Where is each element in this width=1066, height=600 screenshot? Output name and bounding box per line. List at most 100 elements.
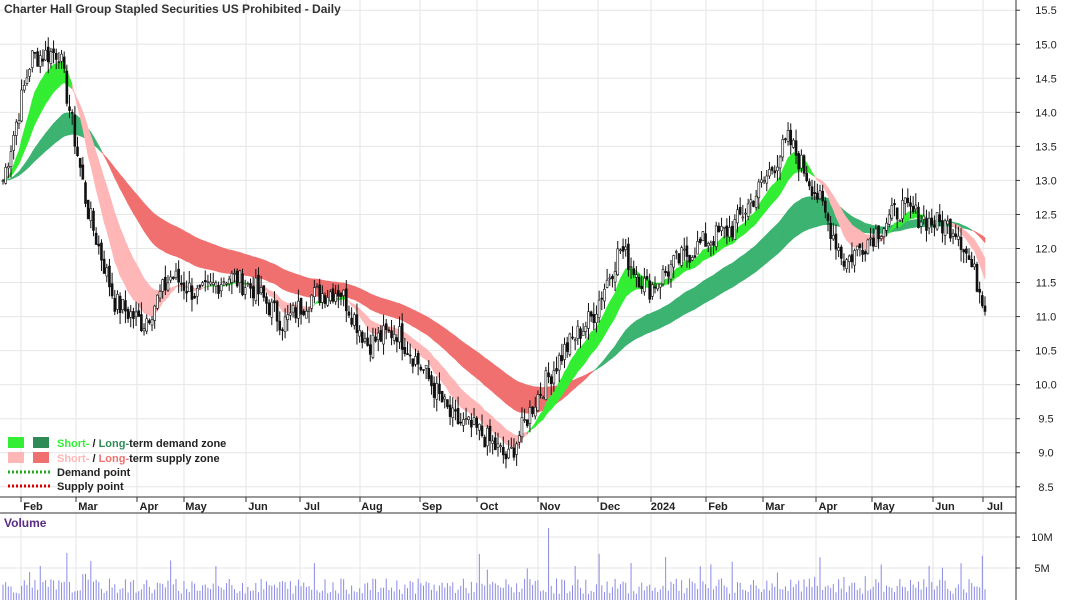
candle-body xyxy=(752,200,755,207)
long-term-supply-zone xyxy=(226,248,230,274)
long-term-supply-zone xyxy=(481,354,485,387)
short-term-supply-zone xyxy=(423,346,427,360)
candle-body xyxy=(858,243,862,248)
long-term-demand-zone xyxy=(636,318,640,340)
short-term-supply-zone xyxy=(431,353,435,373)
legend-sep-text: / xyxy=(89,453,98,465)
long-term-supply-zone xyxy=(199,238,203,269)
legend-swatch-long xyxy=(33,437,49,448)
candle-body xyxy=(709,242,713,246)
short-term-supply-zone xyxy=(447,371,451,395)
long-term-demand-zone xyxy=(614,340,619,357)
candle-body xyxy=(850,254,854,263)
long-term-demand-zone xyxy=(777,220,781,255)
candle-body xyxy=(693,255,697,258)
short-term-supply-zone xyxy=(982,253,986,280)
long-term-supply-zone xyxy=(117,170,121,189)
y-tick-label: 12.0 xyxy=(1035,244,1056,256)
long-term-supply-zone xyxy=(196,237,201,268)
long-term-supply-zone xyxy=(500,368,504,402)
short-term-supply-zone xyxy=(441,365,446,386)
long-term-demand-zone xyxy=(787,206,792,244)
long-term-supply-zone xyxy=(212,243,217,272)
short-term-demand-zone xyxy=(753,209,757,227)
candle-body xyxy=(126,309,130,319)
long-term-supply-zone xyxy=(473,349,478,379)
long-term-supply-zone xyxy=(492,362,496,396)
short-term-supply-zone xyxy=(111,203,116,262)
long-term-demand-zone xyxy=(50,122,54,148)
candle-body xyxy=(17,120,21,125)
long-term-supply-zone xyxy=(146,205,150,240)
candle-body xyxy=(275,301,279,322)
long-term-demand-zone xyxy=(910,219,914,229)
candle-body xyxy=(166,282,170,291)
long-term-supply-zone xyxy=(271,262,275,284)
long-term-supply-zone xyxy=(415,310,419,330)
candle-body xyxy=(496,443,500,448)
y-tick-label: 9.5 xyxy=(1038,414,1053,426)
long-term-demand-zone xyxy=(763,233,768,266)
long-term-demand-zone xyxy=(625,326,629,347)
long-term-supply-zone xyxy=(588,371,592,377)
candle-body xyxy=(60,53,63,62)
long-term-demand-zone xyxy=(734,258,738,287)
candle-body xyxy=(62,56,66,69)
long-term-supply-zone xyxy=(385,299,390,317)
y-tick-label: 12.5 xyxy=(1035,209,1056,221)
short-term-supply-zone xyxy=(279,297,283,313)
long-term-supply-zone xyxy=(380,297,384,315)
candle-body xyxy=(201,282,204,286)
long-term-supply-zone xyxy=(487,358,491,391)
short-term-supply-zone xyxy=(119,228,124,282)
candle-body xyxy=(307,309,311,312)
candle-body xyxy=(246,283,250,286)
candle-body xyxy=(102,258,106,274)
long-term-demand-zone xyxy=(753,244,757,274)
candle-body xyxy=(933,224,936,228)
short-term-demand-zone xyxy=(782,163,786,191)
candle-body xyxy=(488,425,492,442)
short-term-demand-zone xyxy=(617,278,621,312)
candle-body xyxy=(259,287,263,294)
candle-body xyxy=(611,276,614,280)
candle-body xyxy=(627,243,630,271)
short-term-supply-zone xyxy=(979,248,983,272)
long-term-demand-zone xyxy=(39,136,44,157)
candle-body xyxy=(688,254,691,263)
candle-body xyxy=(802,155,806,174)
candle-body xyxy=(967,255,971,260)
long-term-demand-zone xyxy=(718,268,722,296)
candle-body xyxy=(124,300,127,312)
candle-body xyxy=(512,447,516,458)
short-term-demand-zone xyxy=(540,410,544,423)
long-term-supply-zone xyxy=(188,233,193,265)
candle-body xyxy=(92,210,95,231)
candle-body xyxy=(778,156,782,169)
long-term-supply-zone xyxy=(412,309,416,329)
candle-body xyxy=(829,222,832,239)
short-term-supply-zone xyxy=(974,238,978,259)
candle-body xyxy=(975,264,979,292)
candle-body xyxy=(368,344,372,355)
long-term-supply-zone xyxy=(423,314,427,335)
long-term-supply-zone xyxy=(393,301,398,320)
candle-body xyxy=(616,248,620,275)
candle-body xyxy=(235,270,239,287)
candle-body xyxy=(722,226,726,229)
candle-body xyxy=(845,259,848,270)
long-term-supply-zone xyxy=(449,331,454,358)
candle-body xyxy=(291,305,295,313)
long-term-supply-zone xyxy=(516,380,520,413)
long-term-supply-zone xyxy=(489,360,493,393)
long-term-supply-zone xyxy=(138,195,142,228)
long-term-supply-zone xyxy=(143,202,148,236)
long-term-demand-zone xyxy=(785,209,789,247)
volume-bars xyxy=(2,528,986,600)
candle-body xyxy=(169,276,172,281)
long-term-supply-zone xyxy=(391,300,395,318)
candle-body xyxy=(669,264,673,280)
short-term-supply-zone xyxy=(846,217,850,244)
long-term-demand-zone xyxy=(702,279,706,305)
long-term-demand-zone xyxy=(798,198,802,236)
